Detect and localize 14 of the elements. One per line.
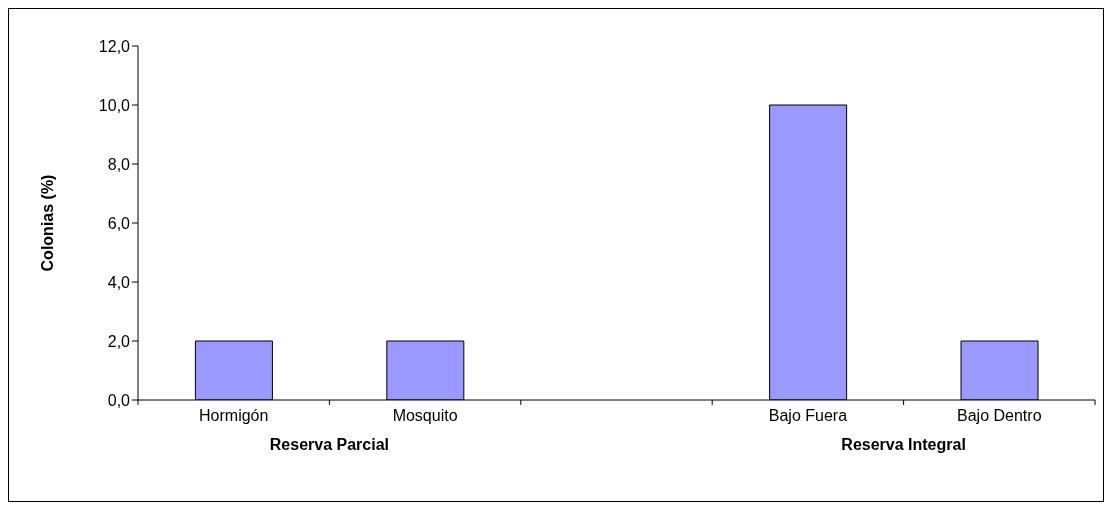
x-tick-label: Bajo Dentro xyxy=(957,407,1042,424)
y-tick-label: 12,0 xyxy=(98,37,131,55)
text: Reserva Parcial xyxy=(268,436,390,454)
y-tick-label: 6,0 xyxy=(107,214,131,232)
y-tick-label: 4,0 xyxy=(107,273,131,291)
text: Reserva Integral xyxy=(840,436,967,454)
y-axis-title: Colonias (%) xyxy=(38,174,56,272)
y-tick-label: 10,0 xyxy=(98,96,131,114)
y-tick-label: 2,0 xyxy=(107,332,131,350)
x-tick-label: Mosquito xyxy=(392,407,458,424)
y-tick-label: 8,0 xyxy=(107,155,131,173)
x-tick-label: Hormigón xyxy=(199,407,269,424)
y-tick-label: 0,0 xyxy=(107,391,131,409)
x-tick-label: Bajo Fuera xyxy=(768,407,848,424)
